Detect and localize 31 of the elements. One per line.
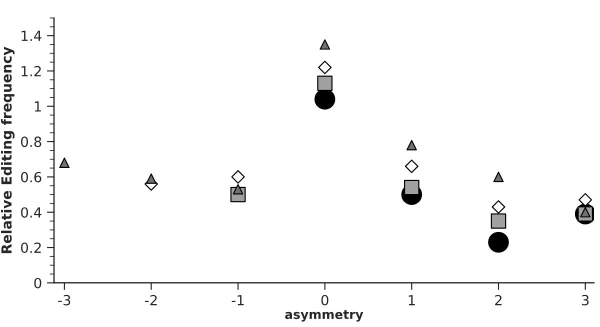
y-axis-title: Relative Editing frequency (1, 46, 15, 254)
point (492, 200, 506, 214)
y-tick-label: 0.2 (21, 242, 41, 254)
x-tick-label: 2 (495, 294, 502, 306)
point (488, 232, 509, 253)
x-axis-title: asymmetry (285, 310, 364, 322)
y-tick-label: 0.8 (21, 136, 42, 148)
y-tick-label: 0 (34, 278, 42, 288)
point (404, 160, 418, 174)
point (493, 172, 504, 182)
point (404, 180, 420, 196)
point (59, 158, 70, 168)
x-tick-label: 3 (582, 294, 589, 306)
point (578, 193, 592, 207)
y-tick-label: 1.2 (22, 66, 41, 76)
point (231, 170, 245, 184)
y-tick-label: 0.4 (21, 207, 42, 218)
point (317, 76, 333, 91)
point (490, 213, 506, 229)
x-tick-label: -1 (232, 295, 244, 306)
x-tick-label: -2 (144, 294, 157, 306)
x-tick-label: -3 (58, 294, 70, 306)
y-tick-label: 0.6 (21, 172, 42, 182)
y-tick-label: 1.4 (22, 30, 42, 41)
point (318, 60, 332, 74)
y-tick-label: 1 (34, 101, 41, 112)
x-tick-label: 1 (408, 295, 415, 306)
point (320, 39, 330, 50)
point (406, 140, 417, 150)
x-tick-label: 0 (321, 294, 328, 306)
point (146, 173, 156, 184)
